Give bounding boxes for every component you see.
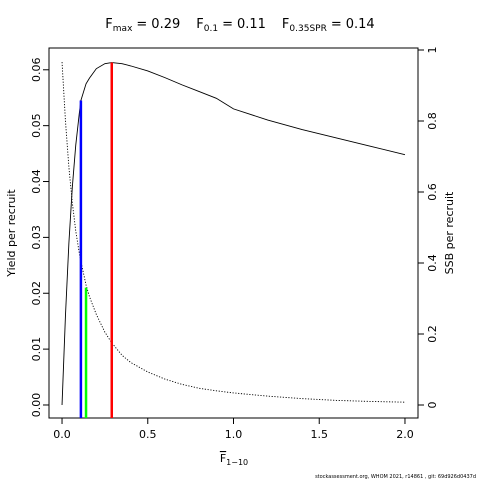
- y2-tick-label: 0.4: [426, 254, 439, 272]
- y2-tick-label: 0.8: [426, 112, 439, 130]
- curve: [61, 62, 405, 403]
- x-tick-label: 0.0: [53, 428, 71, 441]
- y2-tick-label: 0: [426, 402, 439, 409]
- title-value: 0.14: [346, 17, 375, 32]
- x-label-subscript: 1−10: [226, 458, 248, 467]
- x-tick-label: 2.0: [396, 428, 414, 441]
- y-tick-label: 0.00: [30, 393, 43, 418]
- y-tick-label: 0.04: [30, 169, 43, 194]
- y2-axis-label: SSB per recruit: [443, 191, 456, 274]
- y-tick-label: 0.02: [30, 281, 43, 306]
- y2-tick-label: 0.2: [426, 325, 439, 343]
- y-tick-label: 0.03: [30, 225, 43, 250]
- title-symbol: F: [105, 17, 112, 32]
- y-tick-label: 0.01: [30, 337, 43, 362]
- y-axis-label: Yield per recruit: [5, 189, 18, 278]
- y2-tick-label: 0.6: [426, 183, 439, 201]
- x-tick-label: 0.5: [139, 428, 157, 441]
- plot-frame: [48, 47, 419, 419]
- x-label-symbol: F: [220, 452, 226, 465]
- y-tick-label: 0.06: [30, 58, 43, 83]
- x-tick-label: 1.0: [225, 428, 243, 441]
- y2-tick-label: 1: [426, 46, 439, 53]
- chart-title: Fmax = 0.29 F0.1 = 0.11 F0.35SPR = 0.14: [105, 17, 374, 34]
- title-value: 0.29: [151, 17, 180, 32]
- title-equals: =: [222, 17, 233, 32]
- title-equals: =: [331, 17, 342, 32]
- title-subscript: max: [113, 24, 133, 34]
- title-symbol: F: [282, 17, 289, 32]
- curve: [61, 62, 406, 405]
- title-symbol: F: [196, 17, 203, 32]
- title-subscript: 0.35SPR: [289, 24, 326, 34]
- y-tick-label: 0.05: [30, 113, 43, 137]
- x-tick-label: 1.5: [310, 428, 328, 441]
- footer: stockassessment.org, WHOM 2021, r14861 ,…: [315, 474, 476, 480]
- title-value: 0.11: [237, 17, 266, 32]
- x-axis-label: F1−10: [220, 452, 248, 467]
- title-equals: =: [136, 17, 147, 32]
- title-subscript: 0.1: [204, 24, 218, 34]
